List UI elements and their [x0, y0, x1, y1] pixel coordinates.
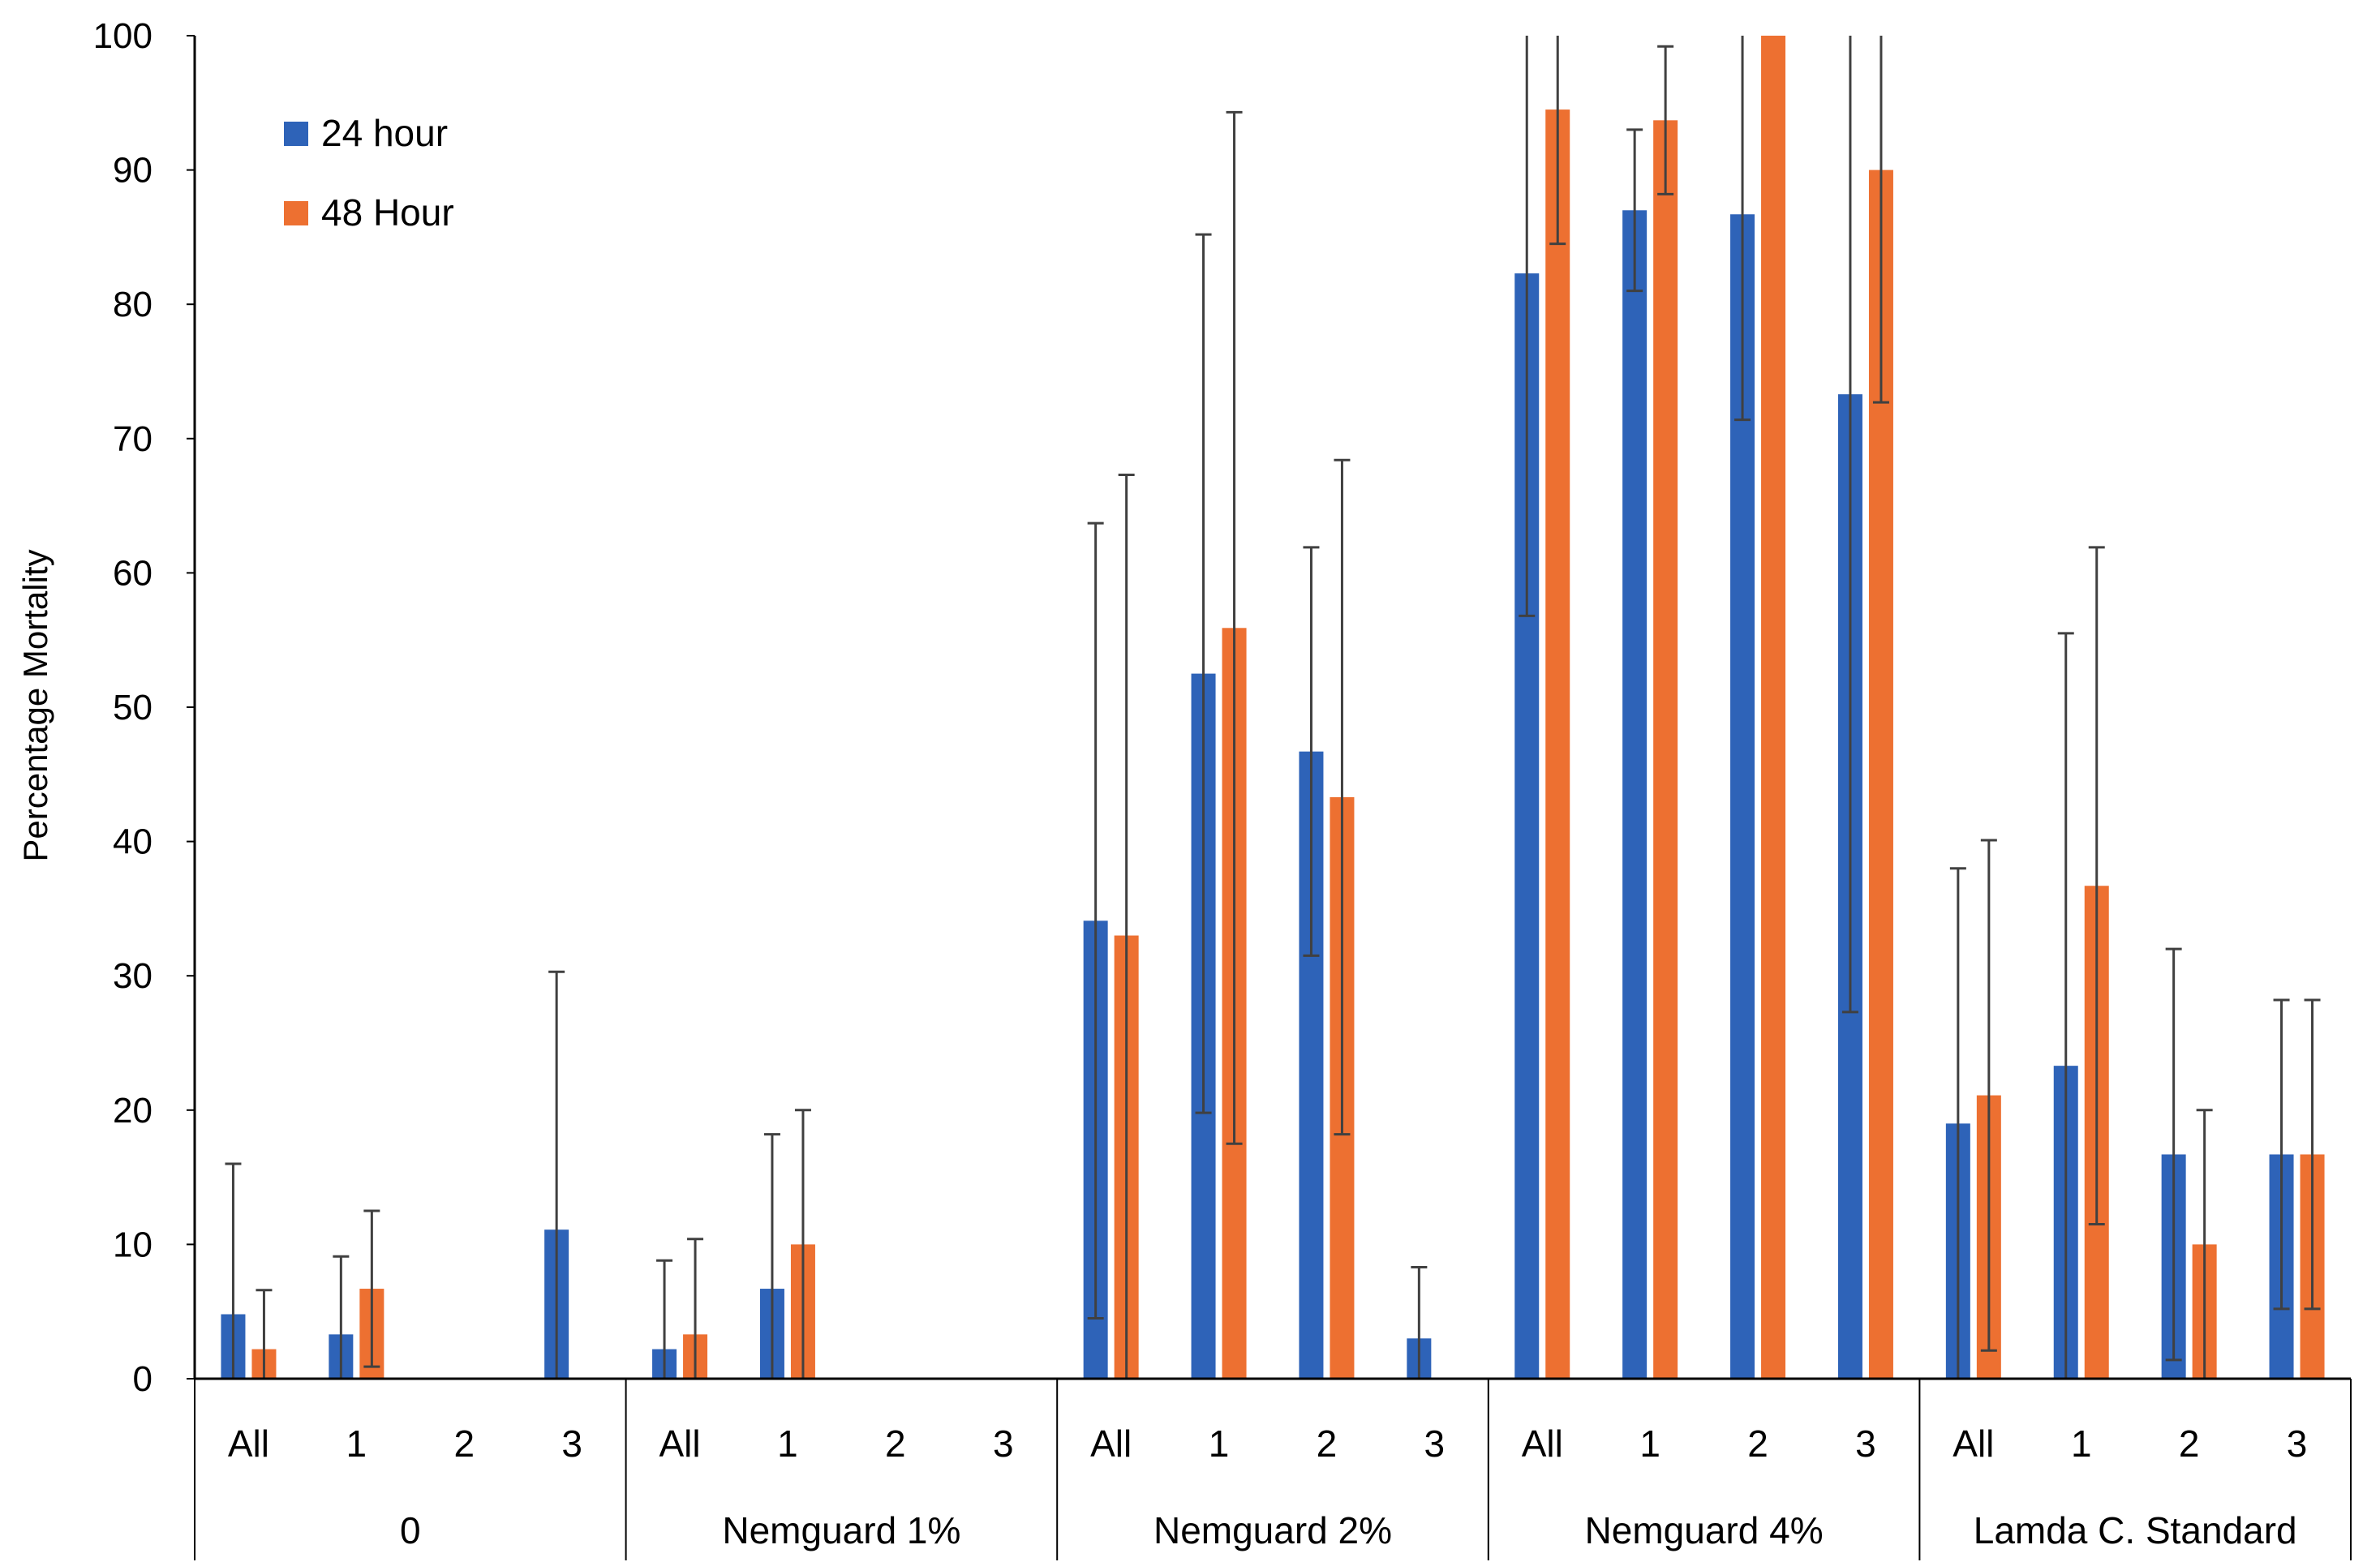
y-axis: 0 10 20 30 40 50 60 70 80 90 100: [93, 16, 196, 1399]
x-group-label: Nemguard 4%: [1585, 1509, 1824, 1551]
x-axis: All 1 2 3 0 All 1 2 3 Nemguard 1% All 1 2 3 Nemguard 2…: [194, 1377, 2352, 1560]
x-tick-label: 1: [2071, 1423, 2092, 1465]
y-tick-label: 80: [113, 285, 153, 324]
y-tick-label: 30: [113, 956, 153, 996]
x-tick-label: All: [1090, 1423, 1132, 1465]
x-tick-label: 3: [993, 1423, 1014, 1465]
x-tick-label: 2: [453, 1423, 475, 1465]
x-tick-label: 1: [1639, 1423, 1660, 1465]
x-tick-label: 1: [1209, 1423, 1230, 1465]
error-bars: [225, 36, 2321, 1380]
x-group-label: Nemguard 2%: [1153, 1509, 1392, 1551]
legend-swatch: [284, 201, 308, 225]
bar: [1622, 210, 1648, 1379]
x-tick-label: 2: [1747, 1423, 1768, 1465]
x-tick-label: 3: [1424, 1423, 1446, 1465]
y-tick-label: 10: [113, 1225, 153, 1264]
x-tick-label: 3: [1855, 1423, 1876, 1465]
y-tick-label: 60: [113, 553, 153, 593]
bar: [1761, 36, 1786, 1379]
legend: 24 hour 48 Hour: [284, 112, 454, 234]
y-axis-label: Percentage Mortality: [16, 549, 54, 861]
x-tick-label: All: [1953, 1423, 1994, 1465]
x-group-label: Nemguard 1%: [722, 1509, 960, 1551]
x-tick-label: 2: [1317, 1423, 1338, 1465]
legend-label: 24 hour: [321, 112, 448, 154]
x-tick-label: 1: [777, 1423, 798, 1465]
x-tick-label: All: [228, 1423, 269, 1465]
legend-label: 48 Hour: [321, 191, 454, 234]
x-tick-label: All: [1522, 1423, 1563, 1465]
x-tick-label: 1: [346, 1423, 367, 1465]
y-tick-label: 0: [133, 1359, 153, 1399]
x-tick-label: 3: [561, 1423, 582, 1465]
x-group-label: 0: [400, 1509, 421, 1551]
x-tick-label: All: [659, 1423, 700, 1465]
x-group-label: Lamda C. Standard: [1974, 1509, 2297, 1551]
y-tick-label: 20: [113, 1091, 153, 1131]
y-tick-label: 50: [113, 688, 153, 727]
x-tick-label: 2: [885, 1423, 906, 1465]
bars: [221, 36, 2325, 1380]
y-tick-label: 100: [93, 16, 153, 56]
bar: [1653, 120, 1678, 1379]
y-tick-label: 70: [113, 419, 153, 459]
y-tick-label: 90: [113, 151, 153, 191]
x-tick-label: 3: [2287, 1423, 2308, 1465]
x-tick-label: 2: [2179, 1423, 2200, 1465]
bar: [1545, 109, 1570, 1380]
y-tick-label: 40: [113, 822, 153, 862]
legend-swatch: [284, 122, 308, 146]
